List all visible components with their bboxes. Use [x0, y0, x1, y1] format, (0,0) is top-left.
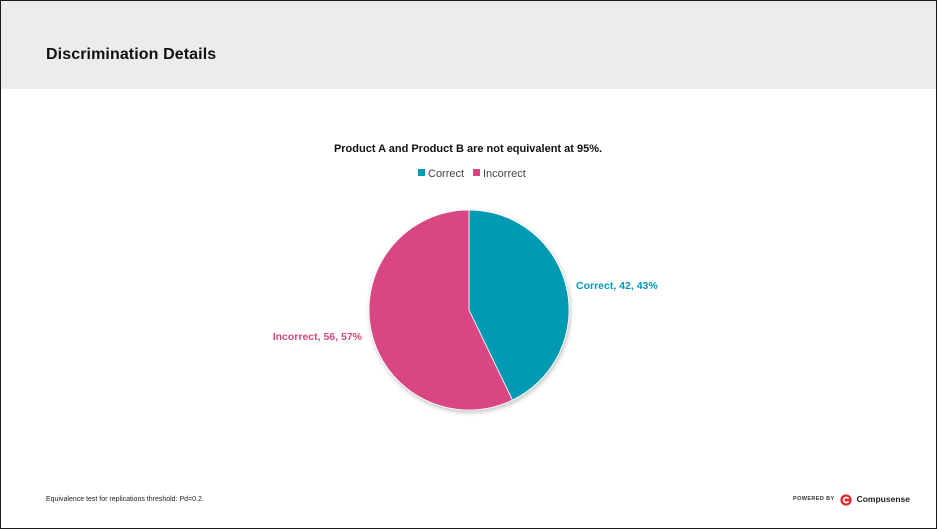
powered-by-label: POWERED BY	[793, 496, 835, 502]
legend-swatch-incorrect	[473, 169, 480, 176]
legend-label-incorrect: Incorrect	[483, 168, 526, 180]
data-label-correct: Correct, 42, 43%	[576, 280, 658, 292]
pie-slices	[368, 209, 570, 411]
pie-slice-correct[interactable]	[468, 209, 570, 401]
page-title: Discrimination Details	[46, 46, 217, 63]
data-label-incorrect: Incorrect, 56, 57%	[273, 331, 363, 343]
chart-title: Product A and Product B are not equivale…	[334, 143, 602, 155]
chart-legend: Correct Incorrect	[418, 168, 526, 180]
footnote: Equivalence test for replications thresh…	[46, 496, 204, 503]
header-bar: Discrimination Details	[1, 1, 936, 89]
powered-by-branding: POWERED BY Compusense	[793, 493, 910, 506]
legend-swatch-correct	[418, 169, 425, 176]
legend-label-correct: Correct	[428, 168, 464, 180]
pie-slice-incorrect[interactable]	[368, 209, 513, 411]
compusense-logo-icon	[839, 493, 852, 506]
brand-name: Compusense	[856, 494, 910, 504]
